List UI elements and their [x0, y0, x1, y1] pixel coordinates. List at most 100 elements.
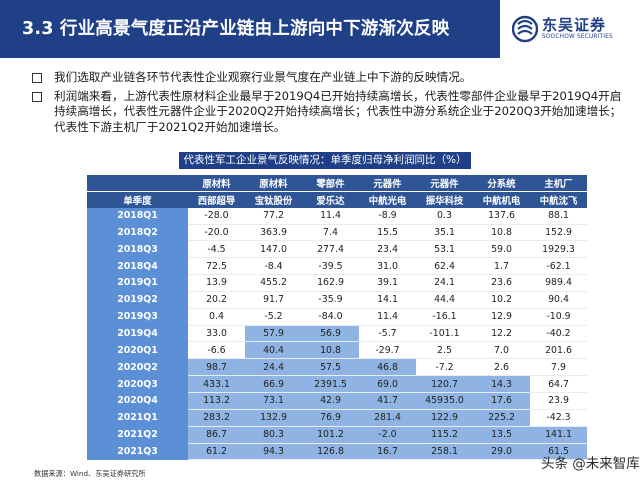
table-row: 2020Q1 -6.6 40.4 10.8 -29.7 2.5 7.0 201.6 — [87, 341, 587, 360]
value-cell: 137.6 — [473, 207, 530, 225]
value-cell: 989.4 — [530, 274, 587, 292]
category-header-cell: 原材料 — [245, 175, 302, 192]
quarter-label-cell: 2020Q2 — [87, 358, 188, 376]
value-cell: 283.2 — [188, 409, 245, 427]
value-cell: -101.1 — [416, 325, 473, 343]
value-cell: 152.9 — [530, 224, 587, 242]
value-cell: 0.3 — [416, 207, 473, 225]
value-cell: 88.1 — [530, 207, 587, 225]
value-cell: 13.9 — [188, 274, 245, 292]
company-header-cell: 中航沈飞 — [530, 191, 587, 208]
value-cell: 7.0 — [473, 341, 530, 360]
table-row: 2020Q2 98.7 24.4 57.5 46.8 -7.2 2.6 7.9 — [87, 358, 587, 377]
value-cell: -84.0 — [302, 308, 359, 326]
company-header-cell: 爱乐达 — [302, 191, 359, 208]
value-cell: 115.2 — [416, 426, 473, 444]
quarter-label-cell: 2021Q3 — [87, 443, 188, 460]
bullet-text: 利润端来看，上游代表性原材料企业最早于2019Q4已开始持续高增长，代表性零部件… — [54, 88, 622, 134]
category-header-cell: 分系统 — [473, 175, 530, 192]
value-cell: -20.0 — [188, 224, 245, 242]
value-cell: -62.1 — [530, 257, 587, 276]
table-row: 2018Q2 -20.0 363.9 7.4 15.5 35.1 10.8 152.9 — [87, 224, 587, 242]
table-category-header-row: 原材料 原材料 零部件 元器件 元器件 分系统 主机厂 — [87, 175, 587, 192]
data-source-note: 数据来源：Wind、东吴证券研究所 — [34, 469, 146, 478]
value-cell: 29.0 — [473, 443, 530, 461]
value-cell: 61.5 — [530, 443, 587, 461]
company-header-cell: 振华科技 — [416, 191, 473, 208]
value-cell: 41.7 — [359, 392, 416, 410]
table-row: 2021Q3 61.2 94.3 126.8 16.7 258.1 29.0 61.5 — [87, 443, 587, 461]
value-cell: 80.3 — [245, 426, 302, 444]
value-cell: 11.4 — [302, 207, 359, 225]
value-cell: 76.9 — [302, 409, 359, 427]
category-header-cell: 主机厂 — [530, 175, 587, 192]
value-cell: 91.7 — [245, 291, 302, 309]
value-cell: 433.1 — [188, 375, 245, 393]
value-cell: 44.4 — [416, 291, 473, 309]
value-cell: 10.2 — [473, 291, 530, 309]
value-cell: 455.2 — [245, 274, 302, 292]
value-cell: 277.4 — [302, 240, 359, 259]
company-header-cell: 宝钛股份 — [245, 191, 302, 208]
table-row: 2019Q2 20.2 91.7 -35.9 14.1 44.4 10.2 90.4 — [87, 291, 587, 309]
quarter-label-cell: 2020Q3 — [87, 375, 188, 393]
soochow-logo-icon — [512, 15, 538, 43]
profit-growth-table: 原材料 原材料 零部件 元器件 元器件 分系统 主机厂 单季度 西部超导 宝钛股份 爱乐达 中航光电振… — [87, 175, 587, 461]
value-cell: 64.7 — [530, 375, 587, 393]
value-cell: 59.0 — [473, 240, 530, 259]
category-header-cell: 零部件 — [302, 175, 359, 192]
value-cell: 42.9 — [302, 392, 359, 410]
value-cell: 147.0 — [245, 240, 302, 259]
company-header-cell: 西部超导 — [188, 191, 245, 208]
value-cell: 23.4 — [359, 240, 416, 259]
value-cell: 258.1 — [416, 443, 473, 461]
value-cell: -35.9 — [302, 291, 359, 309]
table-row: 2018Q1 -28.0 77.2 11.4 -8.9 0.3 137.6 88.1 — [87, 207, 587, 225]
quarter-label-cell: 2019Q2 — [87, 291, 188, 309]
value-cell: 363.9 — [245, 224, 302, 242]
table-row: 2019Q1 13.9 455.2 162.9 39.1 24.1 23.6 989.4 — [87, 274, 587, 292]
value-cell: 162.9 — [302, 274, 359, 292]
value-cell: 14.1 — [359, 291, 416, 309]
category-header-cell: 元器件 — [416, 175, 473, 192]
value-cell: -40.2 — [530, 325, 587, 343]
value-cell: 2.5 — [416, 341, 473, 360]
value-cell: -28.0 — [188, 207, 245, 225]
value-cell: 90.4 — [530, 291, 587, 309]
value-cell: 2391.5 — [302, 375, 359, 393]
value-cell: 120.7 — [416, 375, 473, 393]
value-cell: -8.9 — [359, 207, 416, 225]
value-cell: 61.2 — [188, 443, 245, 461]
value-cell: 225.2 — [473, 409, 530, 427]
category-header-cell: 元器件 — [359, 175, 416, 192]
value-cell: 16.7 — [359, 443, 416, 461]
value-cell: 86.7 — [188, 426, 245, 444]
value-cell: 39.1 — [359, 274, 416, 292]
value-cell: 57.5 — [302, 358, 359, 377]
table-row: 2020Q3 433.1 66.9 2391.5 69.0 120.7 14.3 64.7 — [87, 375, 587, 393]
value-cell: 33.0 — [188, 325, 245, 343]
value-cell: -5.2 — [245, 308, 302, 326]
quarter-column-header: 单季度 — [87, 191, 188, 208]
quarter-label-cell: 2018Q4 — [87, 257, 188, 275]
value-cell: 7.9 — [530, 358, 587, 377]
value-cell: 201.6 — [530, 341, 587, 360]
value-cell: 53.1 — [416, 240, 473, 259]
value-cell: -8.4 — [245, 257, 302, 276]
table-row: 2018Q3 -4.5 147.0 277.4 23.4 53.1 59.0 1929.3 — [87, 240, 587, 259]
category-header-cell: 原材料 — [188, 175, 245, 192]
quarter-label-cell: 2019Q4 — [87, 325, 188, 342]
slide-header: 3.3 行业高景气度正沿产业链由上游向中下游渐次反映 — [0, 0, 500, 58]
value-cell: 94.3 — [245, 443, 302, 461]
value-cell: 7.4 — [302, 224, 359, 242]
value-cell: 62.4 — [416, 257, 473, 276]
value-cell: -39.5 — [302, 257, 359, 276]
checkbox-bullet-icon — [32, 91, 42, 102]
value-cell: 141.1 — [530, 426, 587, 444]
bullet-text: 我们选取产业链各环节代表性企业观察行业景气度在产业链上中下游的反映情况。 — [54, 70, 472, 84]
value-cell: -5.7 — [359, 325, 416, 343]
logo-sub-text: SOOCHOW SECURITIES — [542, 34, 613, 40]
quarter-label-cell: 2021Q1 — [87, 409, 188, 427]
value-cell: 40.4 — [245, 341, 302, 360]
value-cell: 15.5 — [359, 224, 416, 242]
